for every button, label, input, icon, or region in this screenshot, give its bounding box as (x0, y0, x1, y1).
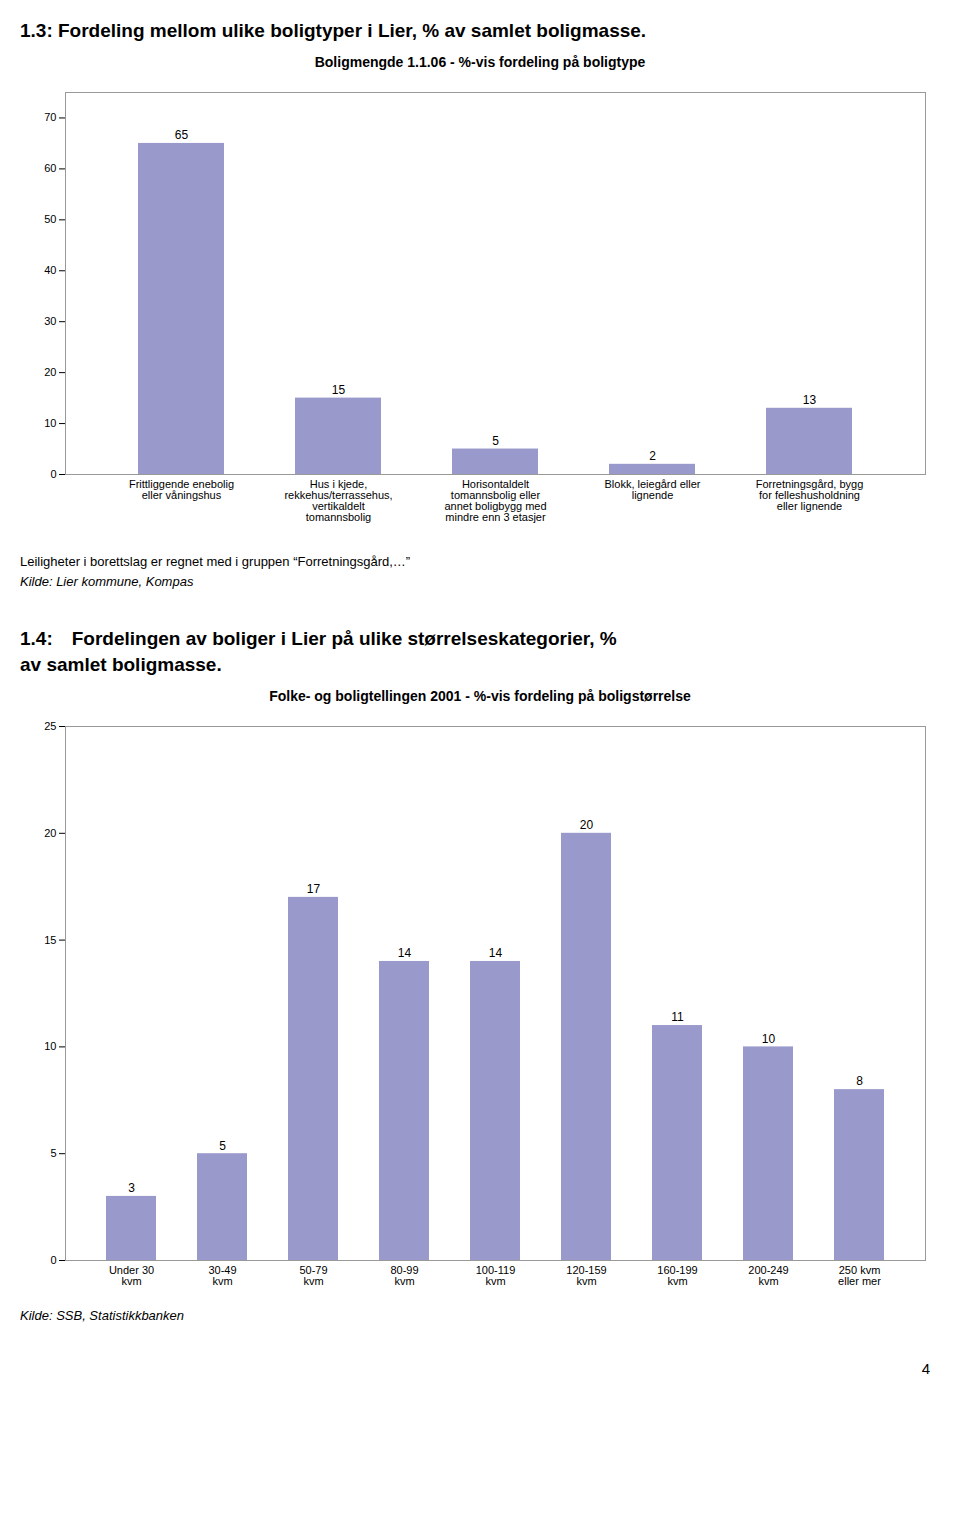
svg-text:20: 20 (44, 366, 56, 378)
svg-text:70: 70 (44, 111, 56, 123)
svg-text:50-79kvm: 50-79kvm (299, 1264, 327, 1287)
svg-text:Forretningsgård, byggfor felle: Forretningsgård, byggfor felleshusholdni… (756, 478, 864, 512)
svg-text:5: 5 (50, 1147, 56, 1159)
svg-text:20: 20 (44, 827, 56, 839)
svg-text:60: 60 (44, 162, 56, 174)
svg-text:160-199kvm: 160-199kvm (657, 1264, 697, 1287)
svg-text:40: 40 (44, 264, 56, 276)
html-text:1.4: Fordelingen av boliger i: 1.4: Fordelingen av boliger i Lier på ul… (20, 628, 617, 649)
svg-text:5: 5 (492, 434, 499, 448)
svg-text:30: 30 (44, 315, 56, 327)
svg-text:120-159kvm: 120-159kvm (566, 1264, 606, 1287)
svg-text:3: 3 (128, 1181, 135, 1195)
html-text:Kilde: SSB, Statistikkbanken: Kilde: SSB, Statistikkbanken (20, 1308, 184, 1323)
svg-text:10: 10 (762, 1032, 776, 1046)
svg-text:Hus i kjede,rekkehus/terrasseh: Hus i kjede,rekkehus/terrassehus,vertika… (284, 478, 392, 523)
svg-text:Frittliggende eneboligeller vå: Frittliggende eneboligeller våningshus (129, 478, 234, 501)
html-text:av samlet boligmasse.: av samlet boligmasse. (20, 654, 222, 675)
svg-text:Horisontaldelttomannsbolig ell: Horisontaldelttomannsbolig ellerannet bo… (444, 478, 546, 523)
svg-text:14: 14 (398, 946, 412, 960)
svg-text:Blokk, leiegård ellerlignende: Blokk, leiegård ellerlignende (605, 478, 701, 501)
svg-text:200-249kvm: 200-249kvm (748, 1264, 788, 1287)
svg-text:0: 0 (50, 1254, 56, 1266)
svg-text:5: 5 (219, 1139, 226, 1153)
svg-text:10: 10 (44, 417, 56, 429)
svg-text:80-99kvm: 80-99kvm (390, 1264, 418, 1287)
html-text:Folke- og boligtellingen 2001: Folke- og boligtellingen 2001 - %-vis fo… (269, 688, 691, 704)
svg-text:13: 13 (803, 393, 817, 407)
svg-text:11: 11 (671, 1010, 684, 1024)
svg-text:8: 8 (856, 1074, 863, 1088)
svg-text:14: 14 (489, 946, 503, 960)
html-text:Boligmengde 1.1.06 - %-vis for: Boligmengde 1.1.06 - %-vis fordeling på … (314, 54, 646, 70)
svg-text:Under 30kvm: Under 30kvm (109, 1264, 154, 1287)
html-text:4: 4 (921, 1360, 930, 1377)
svg-text:2: 2 (649, 449, 656, 463)
html-text:Leiligheter i borettslag er re: Leiligheter i borettslag er regnet med i… (20, 554, 411, 569)
svg-text:20: 20 (580, 818, 594, 832)
html-text:1.3: Fordeling mellom ulike bo: 1.3: Fordeling mellom ulike boligtyper i… (20, 20, 647, 41)
svg-text:25: 25 (44, 720, 56, 732)
svg-text:15: 15 (44, 934, 56, 946)
svg-text:15: 15 (332, 383, 346, 397)
html-text:Kilde: Lier kommune, Kompas: Kilde: Lier kommune, Kompas (20, 574, 194, 589)
svg-text:65: 65 (175, 128, 189, 142)
svg-text:100-119kvm: 100-119kvm (476, 1264, 516, 1287)
svg-text:250 kvmeller mer: 250 kvmeller mer (838, 1264, 881, 1287)
svg-text:17: 17 (307, 882, 321, 896)
svg-text:30-49kvm: 30-49kvm (208, 1264, 236, 1287)
svg-text:50: 50 (44, 213, 56, 225)
svg-text:0: 0 (50, 468, 56, 480)
svg-text:10: 10 (44, 1040, 56, 1052)
